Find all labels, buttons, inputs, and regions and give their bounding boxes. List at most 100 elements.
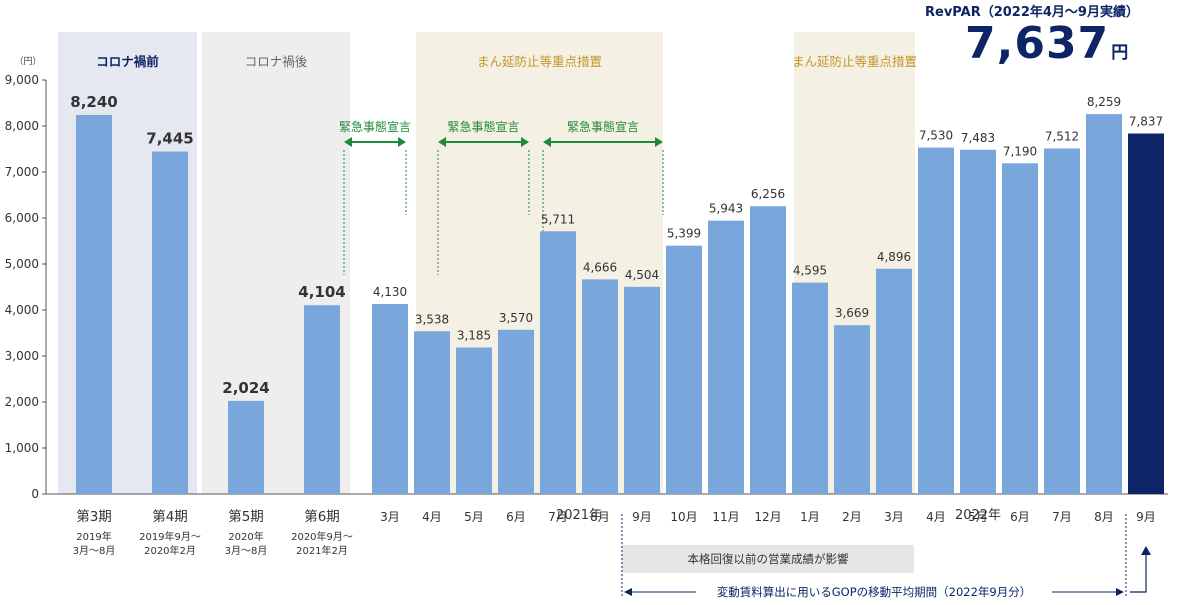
bar-3月	[372, 304, 408, 494]
bar-value-label: 3,185	[457, 328, 491, 342]
bar-value-label: 8,240	[70, 93, 117, 111]
bar-4月	[414, 331, 450, 494]
bar-value-label: 7,837	[1129, 114, 1163, 128]
bar-value-label: 5,943	[709, 202, 743, 216]
bar-5月	[456, 347, 492, 494]
gop-target-arrow	[1130, 554, 1147, 593]
y-tick-label: 2,000	[5, 395, 39, 409]
revpar-unit: 円	[1111, 43, 1130, 63]
bar-4月	[918, 147, 954, 494]
x-tick-label: 第3期	[76, 508, 112, 525]
x-tick-label: 4月	[422, 510, 442, 524]
y-tick-label: 6,000	[5, 211, 39, 225]
x-tick-sublabel: 2020年9月〜	[291, 530, 353, 543]
y-tick-label: 7,000	[5, 165, 39, 179]
emergency-arrowhead-right	[655, 137, 663, 147]
revpar-label: RevPAR（2022年4月〜9月実績）	[925, 5, 1139, 20]
bar-9月	[1128, 133, 1164, 495]
x-tick-label: 8月	[590, 510, 610, 524]
bar-5月	[960, 149, 996, 495]
y-unit-label: （円）	[14, 56, 41, 67]
gop-arrowhead-right	[1116, 588, 1124, 596]
x-tick-sublabel: 2020年2月	[144, 544, 196, 557]
bar-7月	[540, 231, 576, 494]
bar-value-label: 4,595	[793, 264, 827, 278]
x-tick-label: 5月	[968, 510, 988, 524]
y-tick-label: 4,000	[5, 303, 39, 317]
x-tick-label: 2月	[842, 510, 862, 524]
x-tick-label: 9月	[632, 510, 652, 524]
emergency-label: 緊急事態宣言	[447, 119, 519, 134]
x-tick-label: 5月	[464, 510, 484, 524]
y-tick-label: 8,000	[5, 119, 39, 133]
gop-target-arrowhead	[1141, 546, 1151, 555]
revpar-number: 7,637	[965, 18, 1110, 69]
emergency-arrowhead-left	[344, 137, 352, 147]
x-tick-sublabel: 3月〜8月	[225, 545, 268, 557]
band-label: まん延防止等重点措置	[477, 54, 602, 69]
bar-value-label: 5,399	[667, 227, 701, 241]
x-tick-label: 8月	[1094, 510, 1114, 524]
bar-value-label: 4,896	[877, 250, 911, 264]
emergency-label: 緊急事態宣言	[567, 119, 639, 134]
x-tick-label: 4月	[926, 510, 946, 524]
y-tick-label: 3,000	[5, 349, 39, 363]
x-tick-label: 3月	[380, 510, 400, 524]
y-tick-label: 1,000	[5, 441, 39, 455]
bar-7月	[1044, 148, 1080, 494]
gop-arrowhead-left	[624, 588, 632, 596]
bar-第5期	[228, 400, 264, 494]
x-tick-label: 6月	[506, 510, 526, 524]
x-tick-label: 10月	[670, 510, 697, 524]
bar-12月	[750, 206, 786, 494]
y-tick-label: 0	[31, 487, 39, 501]
band-label: まん延防止等重点措置	[792, 54, 917, 69]
gop-note: 変動賃料算出に用いるGOPの移動平均期間（2022年9月分）	[717, 585, 1031, 599]
bar-value-label: 7,530	[919, 129, 953, 143]
x-tick-sublabel: 2020年	[228, 530, 263, 543]
bar-value-label: 2,024	[222, 379, 269, 397]
x-tick-label: 7月	[1052, 510, 1072, 524]
bar-6月	[1002, 163, 1038, 494]
bar-1月	[792, 282, 828, 494]
x-tick-label: 12月	[754, 510, 781, 524]
bar-第4期	[152, 151, 188, 494]
emergency-arrowhead-right	[398, 137, 406, 147]
revpar-value: 7,637 円	[965, 18, 1129, 69]
year-label-2021: 2021年	[556, 508, 602, 523]
band-label: コロナ禍前	[96, 54, 159, 69]
bar-value-label: 7,190	[1003, 144, 1037, 158]
x-tick-label: 9月	[1136, 510, 1156, 524]
bar-3月	[876, 268, 912, 494]
bar-value-label: 7,445	[146, 130, 193, 148]
bar-value-label: 4,504	[625, 268, 659, 282]
bar-6月	[498, 329, 534, 494]
bar-value-label: 5,711	[541, 212, 575, 226]
x-tick-label: 3月	[884, 510, 904, 524]
y-tick-label: 5,000	[5, 257, 39, 271]
bar-第6期	[304, 305, 340, 494]
recovery-note-box	[622, 545, 914, 573]
emergency-label: 緊急事態宣言	[339, 119, 411, 134]
bar-value-label: 7,483	[961, 131, 995, 145]
bar-value-label: 7,512	[1045, 129, 1079, 143]
bar-value-label: 4,104	[298, 283, 345, 301]
emergency-arrowhead-right	[521, 137, 529, 147]
x-tick-label: 11月	[712, 510, 739, 524]
bar-value-label: 8,259	[1087, 95, 1121, 109]
band-label: コロナ禍後	[245, 54, 308, 69]
bar-8月	[582, 279, 618, 494]
year-label-2022: 2022年	[955, 508, 1001, 523]
x-tick-label: 第4期	[152, 508, 188, 525]
recovery-note: 本格回復以前の営業成績が影響	[688, 552, 849, 566]
bar-第3期	[76, 114, 112, 495]
x-tick-sublabel: 3月〜8月	[73, 545, 116, 557]
bar-value-label: 6,256	[751, 187, 785, 201]
emergency-arrowhead-left	[543, 137, 551, 147]
bar-10月	[666, 245, 702, 494]
x-tick-sublabel: 2021年2月	[296, 544, 348, 557]
bar-value-label: 4,666	[583, 260, 617, 274]
x-tick-sublabel: 2019年	[76, 530, 111, 543]
bar-value-label: 4,130	[373, 285, 407, 299]
x-tick-sublabel: 2019年9月〜	[139, 530, 201, 543]
